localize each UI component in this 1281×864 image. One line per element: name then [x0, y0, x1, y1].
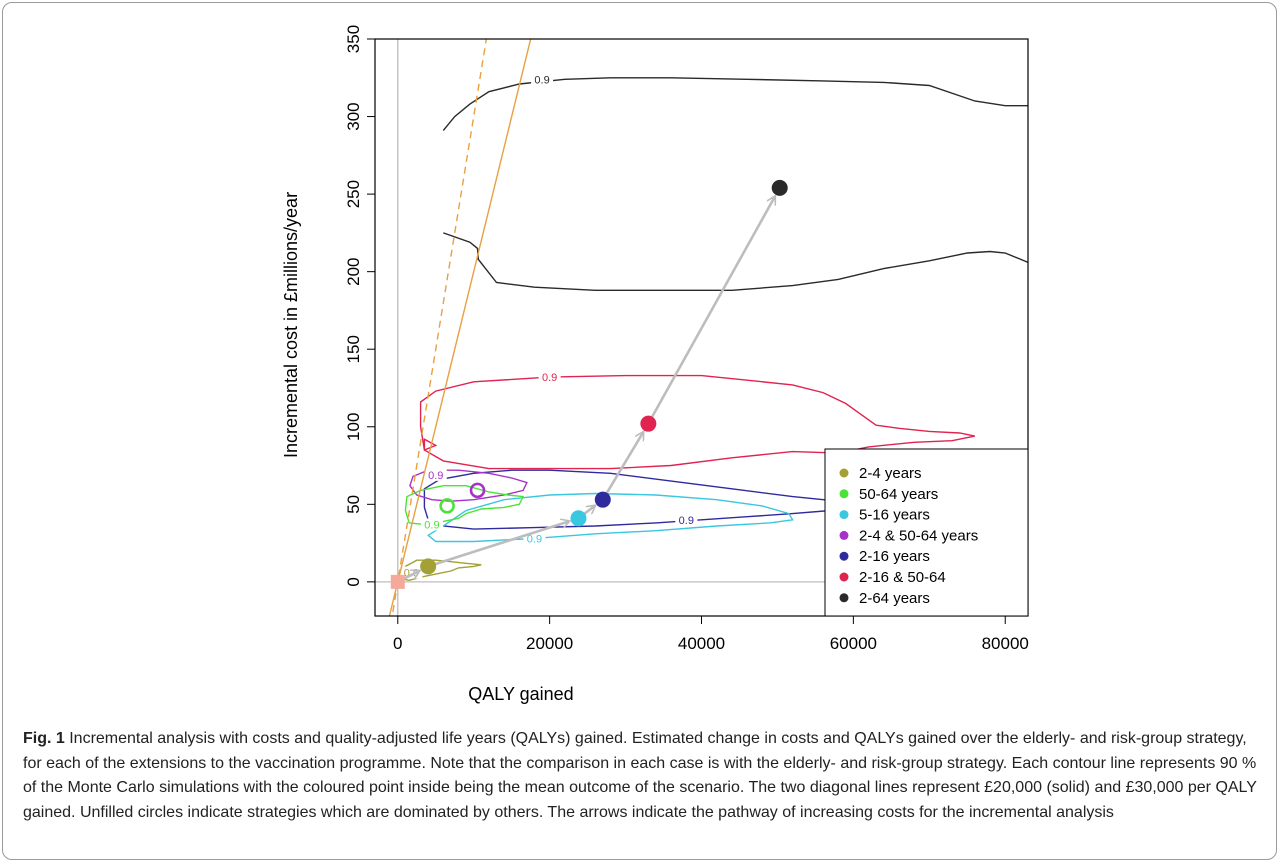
legend-swatch [839, 572, 849, 582]
y-axis: 0 50 100 150 200 250 300 350 [344, 25, 376, 587]
x-tick-label: 0 [393, 634, 402, 653]
legend-swatch [839, 510, 849, 520]
x-tick-label: 80000 [982, 634, 1029, 653]
point-5-16-years [570, 510, 587, 527]
threshold-lines [388, 39, 532, 616]
y-tick-label: 100 [344, 413, 363, 441]
y-tick-label: 0 [344, 577, 363, 586]
point-50-64-years [439, 498, 455, 514]
y-tick-label: 300 [344, 102, 363, 130]
caption-text: Incremental analysis with costs and qual… [23, 730, 1257, 821]
legend-label: 2-64 years [859, 590, 930, 607]
legend-box [824, 448, 1029, 617]
legend-label: 5-16 years [859, 507, 930, 524]
y-tick-label: 50 [344, 495, 363, 514]
point-2-64-years [771, 179, 788, 196]
x-axis: 0 20000 40000 60000 80000 [393, 615, 1029, 653]
threshold-30000-line [391, 39, 488, 616]
point-2-4-50-64-years [469, 482, 486, 499]
pathway-arrow [601, 432, 643, 501]
contour-line [442, 77, 1028, 131]
contour-level-label: 0.9 [527, 533, 542, 545]
legend-swatch [839, 468, 849, 478]
y-tick-label: 200 [344, 257, 363, 285]
x-tick-label: 40000 [678, 634, 725, 653]
legend-swatch [839, 489, 849, 499]
legend: 2-4 years 50-64 years 5-16 years 2-4 & 50-6… [824, 448, 1029, 617]
contour-label-bg [420, 518, 443, 531]
origin-marker [390, 574, 405, 589]
figure-caption: Fig. 1 Incremental analysis with costs a… [23, 727, 1263, 825]
point-2-4-years [420, 558, 437, 575]
contour-level-label: 0.9 [534, 74, 549, 86]
contour-line [419, 374, 975, 470]
contour-line [399, 559, 482, 582]
contour-label-bg [675, 513, 698, 526]
contour-label-bg [424, 468, 447, 481]
x-tick-label: 60000 [830, 634, 877, 653]
legend-label: 2-16 years [859, 548, 930, 565]
legend-swatch [839, 593, 849, 603]
legend-label: 50-64 years [859, 486, 938, 503]
contour-label-bg [531, 73, 554, 86]
legend-swatch [839, 530, 849, 540]
point-2-16-50-64 [640, 415, 657, 432]
y-tick-label: 250 [344, 180, 363, 208]
contour-level-label: 0.9 [542, 372, 557, 384]
y-axis-title: Incremental cost in £millions/year [281, 192, 301, 458]
legend-label: 2-4 years [859, 465, 922, 482]
y-tick-label: 150 [344, 335, 363, 363]
pathway-arrow [427, 521, 569, 568]
contour-level-label: 0.9 [424, 519, 439, 531]
y-tick-label: 350 [344, 25, 363, 53]
points-layer [390, 179, 788, 589]
x-axis-title: QALY gained [468, 684, 573, 704]
point-2-16-years [594, 491, 611, 508]
caption-label: Fig. 1 [23, 730, 65, 747]
contour-label-bg [538, 371, 561, 384]
legend-label: 2-4 & 50-64 years [859, 527, 978, 544]
arrow-pathway [397, 197, 775, 584]
contour-line [404, 485, 525, 526]
legend-label: 2-16 & 50-64 [859, 569, 946, 586]
contour-level-label: 0.9 [679, 515, 694, 527]
chart: 0.90.90.90.90.90.90.9 020000400006000080… [281, 25, 1029, 704]
contour-level-label: 0.9 [428, 470, 443, 482]
threshold-20000-line [388, 39, 532, 616]
legend-swatch [839, 551, 849, 561]
pathway-arrow [647, 197, 774, 425]
x-tick-label: 20000 [526, 634, 573, 653]
